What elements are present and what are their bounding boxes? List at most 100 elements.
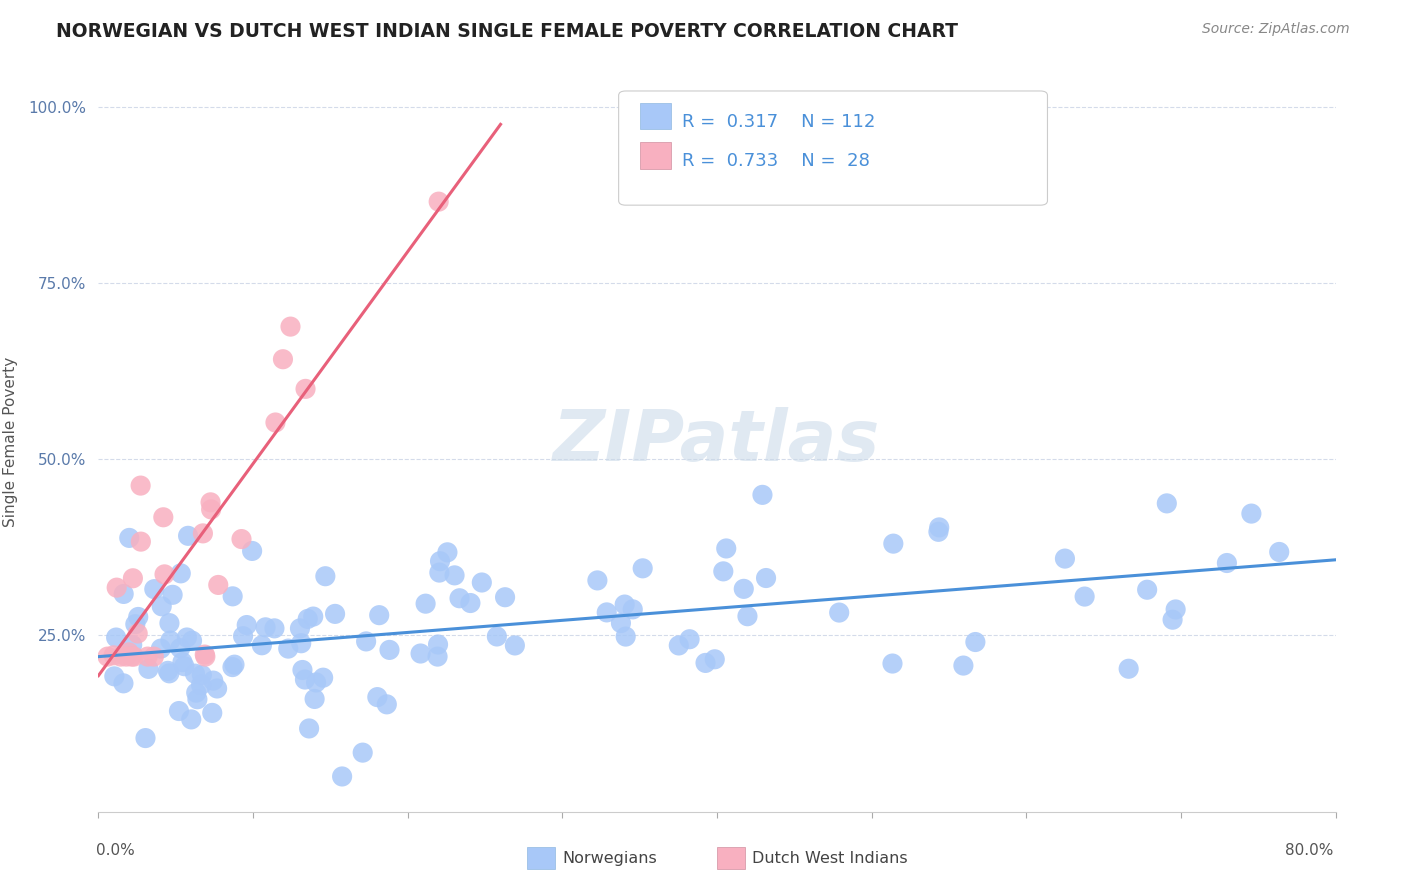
Point: [176, 631, 198, 645]
Point: [96, 649, 118, 664]
Point: [429, 554, 451, 568]
Point: [207, 578, 229, 592]
Point: [1156, 496, 1178, 510]
Point: [194, 648, 217, 662]
Point: [312, 671, 335, 685]
Point: [928, 520, 950, 534]
Point: [112, 587, 135, 601]
Point: [271, 352, 294, 367]
Point: [121, 649, 143, 664]
Point: [190, 678, 212, 692]
Point: [1073, 590, 1095, 604]
Point: [221, 590, 243, 604]
Point: [138, 662, 160, 676]
Point: [254, 620, 277, 634]
Point: [162, 588, 184, 602]
Point: [105, 581, 128, 595]
Point: [118, 645, 141, 659]
Point: [882, 536, 904, 550]
Point: [150, 599, 173, 614]
Point: [294, 673, 316, 687]
Point: [235, 618, 257, 632]
Text: Norwegians: Norwegians: [562, 851, 657, 865]
Point: [180, 712, 202, 726]
Point: [711, 565, 734, 579]
Point: [103, 669, 125, 683]
Text: R =  0.317    N = 112: R = 0.317 N = 112: [682, 113, 876, 131]
Point: [122, 571, 145, 585]
Point: [596, 606, 619, 620]
Point: [352, 746, 374, 760]
Y-axis label: Single Female Poverty: Single Female Poverty: [3, 357, 17, 526]
Point: [127, 626, 149, 640]
Point: [737, 609, 759, 624]
Point: [290, 636, 312, 650]
Point: [952, 658, 974, 673]
Text: Source: ZipAtlas.com: Source: ZipAtlas.com: [1202, 22, 1350, 37]
Point: [156, 664, 179, 678]
Point: [368, 608, 391, 623]
Text: ZIPatlas: ZIPatlas: [554, 407, 880, 476]
Point: [232, 629, 254, 643]
Point: [184, 666, 207, 681]
Point: [103, 648, 125, 663]
Point: [304, 692, 326, 706]
Point: [695, 656, 717, 670]
Point: [136, 649, 159, 664]
Point: [631, 561, 654, 575]
Point: [294, 382, 316, 396]
Point: [288, 621, 311, 635]
Point: [157, 666, 180, 681]
Point: [354, 634, 377, 648]
Point: [297, 612, 319, 626]
Point: [302, 609, 325, 624]
Point: [202, 673, 225, 688]
Point: [449, 591, 471, 606]
Point: [378, 643, 401, 657]
Point: [703, 652, 725, 666]
Point: [170, 566, 193, 581]
Point: [159, 616, 181, 631]
Point: [733, 582, 755, 596]
Point: [965, 635, 987, 649]
Point: [118, 531, 141, 545]
Point: [305, 675, 328, 690]
Point: [201, 706, 224, 720]
Point: [127, 610, 149, 624]
Point: [314, 569, 336, 583]
Point: [173, 659, 195, 673]
Point: [280, 319, 302, 334]
Point: [181, 633, 204, 648]
Point: [366, 690, 388, 705]
Point: [186, 686, 208, 700]
Point: [494, 591, 516, 605]
Point: [1118, 662, 1140, 676]
Point: [169, 641, 191, 656]
Point: [375, 698, 398, 712]
Point: [426, 649, 449, 664]
Point: [291, 663, 314, 677]
Point: [191, 526, 214, 541]
Point: [115, 649, 138, 664]
Point: [159, 633, 181, 648]
Point: [264, 416, 287, 430]
Point: [143, 582, 166, 596]
Point: [610, 615, 633, 630]
Point: [436, 545, 458, 559]
Point: [1136, 582, 1159, 597]
Text: 80.0%: 80.0%: [1285, 843, 1333, 857]
Point: [427, 194, 450, 209]
Point: [882, 657, 904, 671]
Point: [751, 488, 773, 502]
Point: [121, 638, 143, 652]
Point: [323, 607, 346, 621]
Point: [927, 524, 949, 539]
Point: [1268, 545, 1291, 559]
Point: [828, 606, 851, 620]
Point: [105, 631, 128, 645]
Point: [1216, 556, 1239, 570]
Point: [153, 567, 176, 582]
Point: [415, 597, 437, 611]
Point: [250, 638, 273, 652]
Point: [134, 731, 156, 745]
